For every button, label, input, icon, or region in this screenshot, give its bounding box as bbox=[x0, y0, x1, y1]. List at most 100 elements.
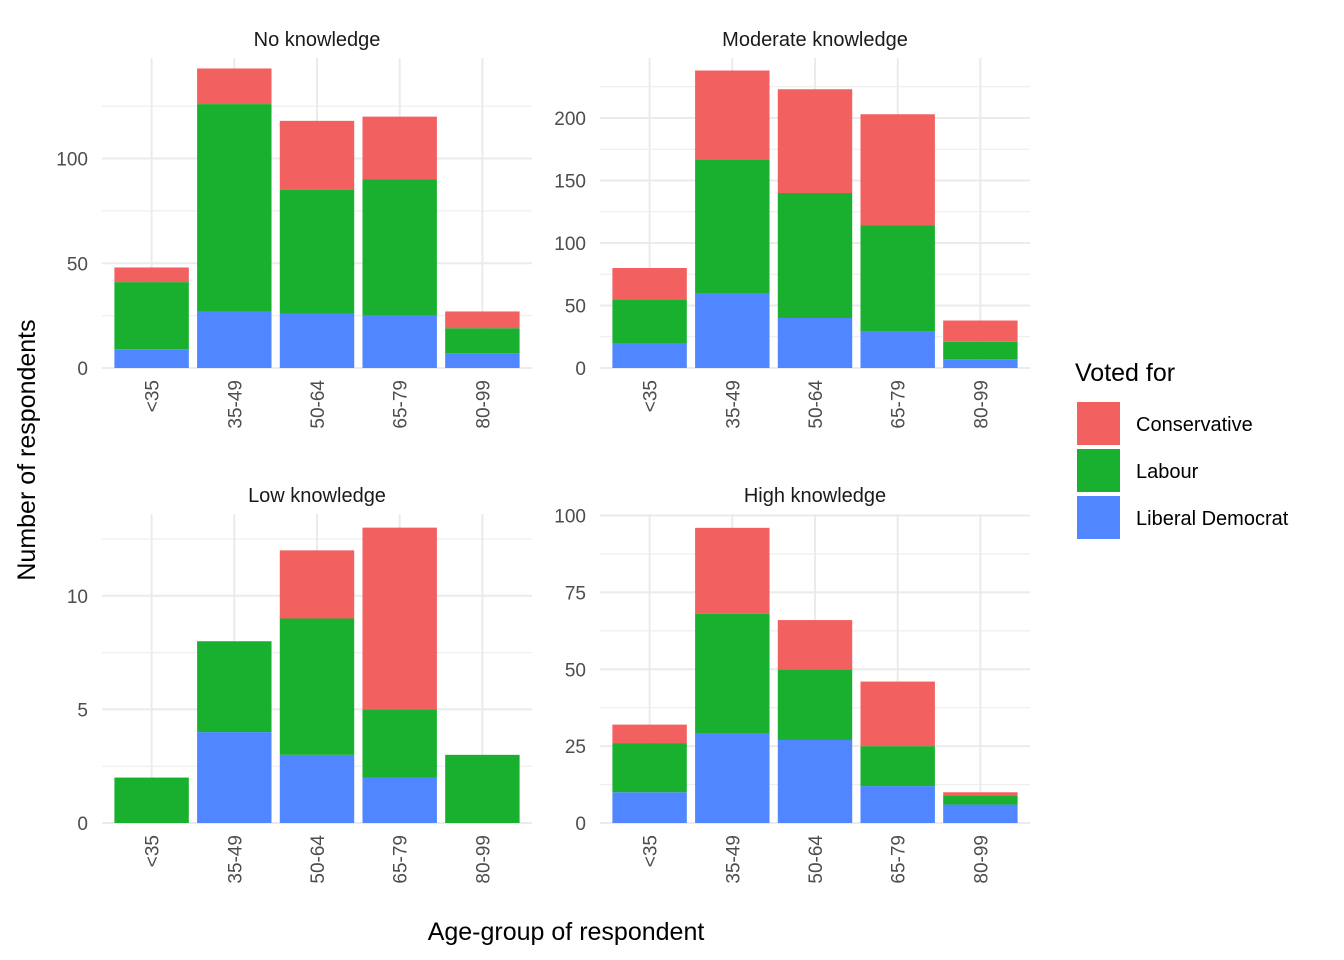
x-tick-label: 50-64 bbox=[806, 835, 827, 884]
x-tick-label: 80-99 bbox=[971, 835, 992, 884]
x-tick-label: 80-99 bbox=[473, 380, 494, 429]
bar-labour-35-49 bbox=[197, 641, 272, 733]
y-axis-ticks: 0 5 10 bbox=[67, 587, 88, 835]
y-axis-ticks: 0 25 50 75 100 bbox=[554, 507, 586, 835]
bar-labour-50-64 bbox=[777, 669, 853, 740]
bar-labour-35-49 bbox=[197, 104, 272, 312]
facet-title: Low knowledge bbox=[248, 485, 386, 507]
bar-labour-under-35 bbox=[114, 777, 189, 823]
bars bbox=[612, 70, 1018, 368]
bar-conservative-under-35 bbox=[612, 724, 687, 744]
bar-labour-65-79 bbox=[362, 709, 437, 778]
bar-conservative-50-64 bbox=[777, 89, 853, 193]
bar-labour-65-79 bbox=[860, 746, 935, 787]
bar-conservative-50-64 bbox=[279, 120, 355, 190]
bar-labour-35-49 bbox=[695, 159, 770, 293]
y-tick-label: 50 bbox=[565, 297, 586, 318]
bar-conservative-65-79 bbox=[860, 114, 935, 226]
x-tick-label: <35 bbox=[143, 835, 164, 867]
panel-low-knowledge: Low knowledge 0 5 10 <35 35-49 50-64 65-79 80-99 bbox=[67, 485, 532, 884]
y-tick-label: 100 bbox=[56, 150, 88, 171]
bar-labour-35-49 bbox=[695, 613, 770, 734]
bar-labour-80-99 bbox=[943, 341, 1018, 360]
y-tick-label: 100 bbox=[554, 507, 586, 528]
bar-labour-65-79 bbox=[860, 225, 935, 332]
y-axis-title: Number of respondents bbox=[13, 319, 41, 580]
y-tick-label: 200 bbox=[554, 109, 586, 130]
x-axis-title: Age-group of respondent bbox=[428, 918, 705, 946]
y-tick-label: 10 bbox=[67, 587, 88, 608]
bar-liberal-democrat-50-64 bbox=[279, 313, 355, 368]
bar-conservative-80-99 bbox=[445, 311, 520, 329]
bar-labour-80-99 bbox=[445, 328, 520, 354]
bar-labour-80-99 bbox=[943, 795, 1018, 805]
bar-labour-50-64 bbox=[279, 189, 355, 314]
legend-item-labour: Labour bbox=[1077, 449, 1199, 492]
bar-liberal-democrat-under-35 bbox=[612, 792, 687, 823]
legend-item-liberal-democrat: Liberal Democrat bbox=[1077, 496, 1289, 539]
facet-title: No knowledge bbox=[254, 29, 381, 51]
x-tick-label: <35 bbox=[641, 835, 662, 867]
panel-no-knowledge: No knowledge 0 50 100 <35 35-49 50-64 65-79 80-9… bbox=[56, 29, 532, 429]
bar-liberal-democrat-50-64 bbox=[777, 318, 853, 368]
x-tick-label: 80-99 bbox=[971, 380, 992, 429]
panel-high-knowledge: High knowledge 0 25 50 75 100 <35 35-49 50-64 65-… bbox=[554, 485, 1030, 884]
bar-liberal-democrat-50-64 bbox=[279, 754, 355, 823]
bar-conservative-under-35 bbox=[114, 267, 189, 283]
x-axis-ticks: <35 35-49 50-64 65-79 80-99 bbox=[641, 835, 993, 884]
legend: Voted for Conservative Labour Liberal Demo… bbox=[1075, 359, 1289, 539]
legend-items: Conservative Labour Liberal Democrat bbox=[1077, 402, 1289, 539]
y-tick-label: 150 bbox=[554, 172, 586, 193]
legend-label: Labour bbox=[1136, 461, 1199, 483]
bar-labour-80-99 bbox=[445, 754, 520, 823]
x-tick-label: 35-49 bbox=[225, 835, 246, 884]
bar-liberal-democrat-35-49 bbox=[695, 733, 770, 823]
bar-liberal-democrat-65-79 bbox=[860, 331, 935, 368]
y-tick-label: 25 bbox=[565, 737, 586, 758]
bar-liberal-democrat-35-49 bbox=[695, 293, 770, 368]
y-tick-label: 5 bbox=[77, 700, 88, 721]
x-tick-label: 65-79 bbox=[391, 835, 412, 884]
y-tick-label: 0 bbox=[77, 359, 88, 380]
y-axis-ticks: 0 50 100 bbox=[56, 150, 88, 380]
panel-moderate-knowledge: Moderate knowledge 0 50 100 150 200 <35 35-49 50… bbox=[554, 29, 1030, 429]
bar-labour-under-35 bbox=[114, 282, 189, 350]
y-tick-label: 0 bbox=[575, 814, 586, 835]
bar-liberal-democrat-under-35 bbox=[114, 349, 189, 368]
legend-title: Voted for bbox=[1075, 359, 1175, 387]
x-tick-label: <35 bbox=[143, 380, 164, 412]
x-tick-label: 50-64 bbox=[806, 380, 827, 429]
bar-conservative-35-49 bbox=[695, 70, 770, 160]
y-axis-ticks: 0 50 100 150 200 bbox=[554, 109, 586, 380]
bar-labour-65-79 bbox=[362, 179, 437, 316]
bar-liberal-democrat-80-99 bbox=[445, 353, 520, 368]
bar-conservative-80-99 bbox=[943, 792, 1018, 796]
bar-conservative-65-79 bbox=[362, 527, 437, 710]
bar-labour-under-35 bbox=[612, 299, 687, 343]
x-axis-ticks: <35 35-49 50-64 65-79 80-99 bbox=[143, 380, 495, 429]
legend-item-conservative: Conservative bbox=[1077, 402, 1253, 445]
x-tick-label: 80-99 bbox=[473, 835, 494, 884]
bar-labour-50-64 bbox=[279, 618, 355, 755]
bar-conservative-65-79 bbox=[362, 116, 437, 180]
x-tick-label: 50-64 bbox=[308, 380, 329, 429]
legend-label: Liberal Democrat bbox=[1136, 508, 1289, 530]
x-tick-label: 65-79 bbox=[391, 380, 412, 429]
bar-liberal-democrat-80-99 bbox=[943, 804, 1018, 823]
facet-title: Moderate knowledge bbox=[722, 29, 908, 51]
bar-conservative-80-99 bbox=[943, 320, 1018, 342]
bars bbox=[114, 68, 520, 368]
legend-label: Conservative bbox=[1136, 414, 1253, 436]
legend-swatch bbox=[1077, 402, 1120, 445]
x-tick-label: 35-49 bbox=[723, 835, 744, 884]
bar-liberal-democrat-80-99 bbox=[943, 359, 1018, 368]
bar-liberal-democrat-65-79 bbox=[362, 315, 437, 368]
bars bbox=[114, 527, 520, 823]
y-tick-label: 50 bbox=[67, 254, 88, 275]
bar-liberal-democrat-under-35 bbox=[612, 343, 687, 368]
bar-liberal-democrat-50-64 bbox=[777, 739, 853, 823]
bar-conservative-50-64 bbox=[777, 620, 853, 670]
